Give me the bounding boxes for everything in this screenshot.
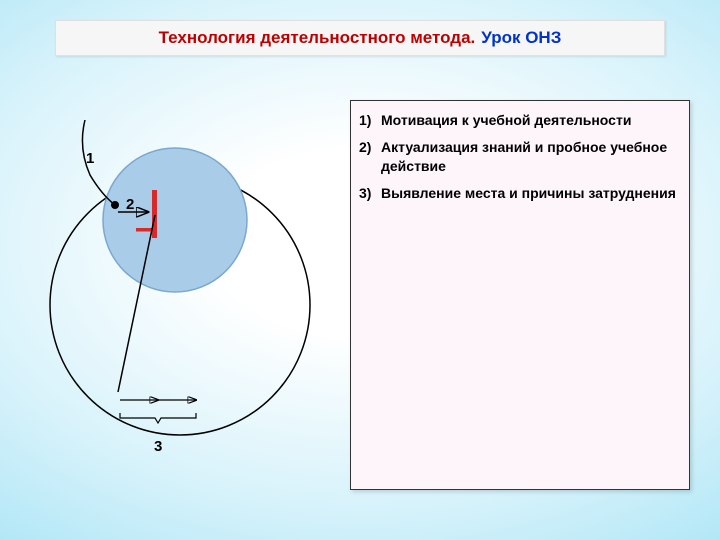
diagram: 1 2 3: [30, 120, 330, 500]
diagram-svg: [30, 120, 330, 500]
step-item: Выявление места и причины затруднения: [359, 184, 681, 203]
bracket-3: [120, 413, 196, 423]
steps-list: Мотивация к учебной деятельности Актуали…: [359, 111, 681, 203]
label-2: 2: [126, 196, 134, 213]
step-item: Актуализация знаний и пробное учебное де…: [359, 138, 681, 176]
label-3: 3: [154, 438, 162, 455]
red-bar-horizontal: [136, 228, 152, 232]
step-item: Мотивация к учебной деятельности: [359, 111, 681, 130]
red-bar-vertical: [152, 190, 157, 238]
title-bar: Технология деятельностного метода. Урок …: [55, 20, 665, 56]
inner-circle: [103, 148, 247, 292]
title-part2: Урок ОНЗ: [481, 28, 561, 48]
label-1: 1: [86, 150, 94, 167]
dot-node-1: [111, 201, 119, 209]
steps-panel: Мотивация к учебной деятельности Актуали…: [350, 100, 690, 490]
title-part1: Технология деятельностного метода.: [159, 28, 476, 48]
